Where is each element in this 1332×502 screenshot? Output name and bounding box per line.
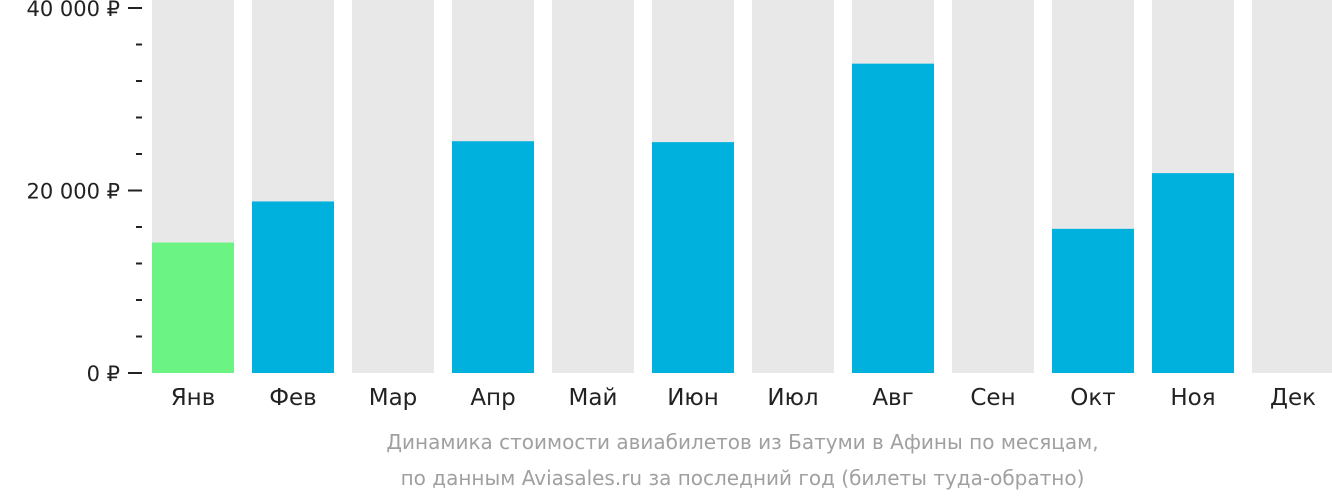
x-tick-label: Сен: [970, 385, 1015, 411]
y-tick-label: 0 ₽: [87, 362, 120, 386]
y-axis: 0 ₽ 20 000 ₽ 40 000 ₽: [26, 0, 142, 386]
bar-1[interactable]: [152, 242, 234, 373]
x-tick-label: Окт: [1070, 385, 1115, 411]
background-bar-9: [952, 0, 1034, 373]
bar-4[interactable]: [452, 141, 534, 373]
x-tick-label: Фев: [269, 385, 317, 411]
bars: [152, 63, 1234, 373]
bar-6[interactable]: [652, 142, 734, 373]
background-bar-3: [352, 0, 434, 373]
y-tick-label: 20 000 ₽: [26, 180, 120, 204]
background-bar-7: [752, 0, 834, 373]
bar-8[interactable]: [852, 63, 934, 373]
chart-caption-line-2: по данным Aviasales.ru за последний год …: [400, 466, 1085, 490]
bar-11[interactable]: [1152, 173, 1234, 373]
x-tick-label: Май: [569, 385, 618, 411]
x-tick-label: Ноя: [1170, 385, 1215, 411]
x-tick-label: Дек: [1270, 385, 1316, 411]
price-bar-chart: 0 ₽ 20 000 ₽ 40 000 ₽ Янв Фев Мар Апр Май Июн Ию…: [26, 0, 1332, 411]
chart-caption-line-1: Динамика стоимости авиабилетов из Батуми…: [386, 430, 1099, 454]
x-tick-label: Июл: [767, 385, 818, 411]
x-tick-label: Апр: [470, 385, 515, 411]
x-axis: Янв Фев Мар Апр Май Июн Июл Авг Сен Окт Ноя Дек: [171, 385, 1316, 411]
x-tick-label: Июн: [667, 385, 719, 411]
x-tick-label: Авг: [872, 385, 913, 411]
x-tick-label: Мар: [369, 385, 418, 411]
x-tick-label: Янв: [171, 385, 216, 411]
background-bar-5: [552, 0, 634, 373]
y-tick-label: 40 000 ₽: [26, 0, 120, 21]
bar-10[interactable]: [1052, 228, 1134, 373]
background-bar-12: [1252, 0, 1332, 373]
bar-2[interactable]: [252, 201, 334, 373]
